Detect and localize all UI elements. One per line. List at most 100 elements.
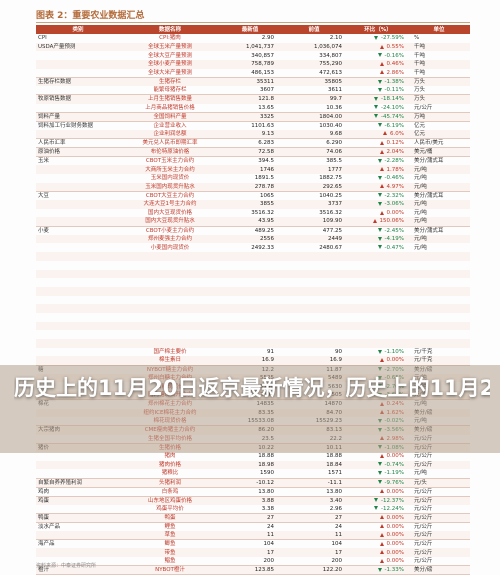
arrow-up-icon [379, 184, 384, 189]
table-row: 鸡肉 白条鸡 13.80 13.80 0.00% 元/公斤 [36, 486, 470, 496]
row-change-value: -0.16% [384, 52, 404, 59]
row-previous-value: 472,613 [319, 69, 342, 76]
row-previous-value: 1882.75 [319, 175, 342, 182]
row-unit: 元/公斤 [414, 104, 433, 111]
table-row: 全球大豆产量预测 340,857 334,807 -0.16% 千吨 [36, 51, 470, 60]
row-latest-value: 3.38 [261, 505, 274, 512]
row-change [348, 278, 408, 287]
row-change-value: -0.47% [384, 244, 404, 251]
table-row: 橙汁 NYBOT橙汁 123.85 122.20 -1.33% 美分/磅 [36, 565, 470, 575]
row-unit: 元/公斤 [408, 486, 470, 496]
row-latest-value [220, 330, 280, 339]
row-category [36, 330, 120, 339]
row-indicator: 猪肉价格 [120, 460, 220, 470]
row-latest-value: 1746 [220, 165, 280, 174]
arrow-up-icon [379, 149, 384, 154]
row-change [348, 252, 408, 261]
row-change-value: 0.00% [386, 541, 404, 548]
row-latest-value: 6.283 [220, 138, 280, 148]
row-latest-value: 278.78 [220, 182, 280, 192]
row-category: 鸭蛋 [36, 512, 120, 523]
row-unit [408, 330, 470, 339]
row-change-value: 0.00% [386, 453, 404, 460]
table-row: 牧原销售数据 上月生猪销售数量 121.8 99.7 -18.14% 万头 [36, 94, 470, 104]
row-change-value: -0.74% [384, 461, 404, 468]
row-previous-value: 292.65 [280, 182, 348, 192]
row-indicator: 棉生素日 [120, 356, 220, 366]
document-title: 图表 2：重要农业数据汇总 [36, 11, 145, 21]
row-previous-value: 17 [280, 548, 348, 558]
row-category [36, 296, 120, 305]
row-previous-value: 109.90 [280, 217, 348, 227]
arrow-down-icon [377, 158, 382, 163]
row-change-value: 0.00% [386, 549, 404, 556]
arrow-up-icon [379, 61, 384, 66]
row-previous-value: 3.40 [280, 495, 348, 505]
row-latest-value: 340,857 [251, 52, 274, 59]
row-indicator: 大连大豆1号主力合约 [120, 200, 220, 209]
row-previous-value [280, 286, 348, 296]
row-change [348, 321, 408, 331]
row-indicator: 山东地区鸡蛋价格 [120, 495, 220, 505]
table-row [36, 313, 470, 322]
row-indicator: 鲳鱼 [164, 558, 176, 565]
arrow-up-icon [379, 44, 384, 49]
row-unit [408, 278, 470, 287]
row-change-value: -2.28% [384, 158, 404, 165]
row-indicator: 鸡蛋平均价 [156, 505, 184, 512]
row-change-value: 1.78% [386, 166, 404, 173]
row-category [36, 209, 120, 218]
row-unit [408, 304, 470, 313]
row-unit: 美分/蒲式耳 [408, 225, 470, 235]
row-previous-value: 1030.40 [280, 120, 348, 130]
arrow-up-icon [379, 550, 384, 555]
row-category [36, 129, 120, 139]
row-latest-value: 123.85 [220, 565, 280, 575]
row-category [36, 548, 120, 558]
row-category [36, 51, 120, 60]
row-latest-value [220, 321, 280, 331]
row-latest-value: 2556 [220, 234, 280, 244]
row-previous-value [280, 296, 348, 305]
arrow-down-icon [377, 462, 382, 467]
row-unit: 美元/桶 [408, 147, 470, 157]
row-latest-value: 43.95 [220, 217, 280, 227]
row-change-value: 4.97% [386, 183, 404, 190]
row-previous-value: 11 [280, 531, 348, 540]
row-unit: 元/吨 [408, 200, 470, 209]
table-row: 玉米国内现货价 1891.5 1882.75 -0.46% 元/吨 [36, 174, 470, 183]
table-row: 猪肉价格 18.98 18.84 -0.74% 元/公斤 [36, 460, 470, 470]
row-previous-value: 2.96 [329, 505, 342, 512]
arrow-down-icon [374, 35, 379, 40]
row-category [36, 531, 120, 540]
row-latest-value: 3516.32 [251, 210, 274, 217]
row-latest-value: 1065 [220, 190, 280, 200]
arrow-up-icon [379, 357, 384, 362]
row-latest-value [220, 296, 280, 305]
arrow-down-icon [374, 498, 379, 503]
row-previous-value: 35805 [280, 76, 348, 87]
row-change-value: -18.14% [381, 96, 404, 103]
arrow-down-icon [377, 349, 382, 354]
table-row: 饲料产量 全国饲料产量 3325 1804.00 -45.74% 万吨 [36, 111, 470, 122]
title-overlay-band [0, 365, 500, 453]
row-unit: 元/吨 [414, 470, 427, 477]
row-previous-value: 18.88 [326, 453, 342, 460]
table-row: 玉米 CBOT玉米主力合约 394.5 385.5 -2.28% 美分/蒲式耳 [36, 156, 470, 166]
row-change: 0.00% [348, 548, 408, 558]
row-indicator: 猪肉 [164, 453, 176, 460]
table-row: 国产棉主要价 91 90 -1.10% 元/千克 [36, 348, 470, 357]
row-change: 0.00% [348, 452, 408, 461]
row-category: 大豆 [36, 190, 120, 200]
row-unit: 美分/磅 [408, 565, 470, 575]
row-latest-value [220, 252, 280, 261]
row-category [36, 452, 120, 461]
row-previous-value: 13.80 [280, 486, 348, 496]
row-indicator: NYBOT橙汁 [120, 565, 220, 575]
row-change: -1.19% [348, 469, 408, 478]
row-category: 饲料产量 [36, 111, 120, 122]
row-change-value: -6.19% [384, 122, 404, 129]
row-indicator: 郑州麦强主力合约 [120, 234, 220, 244]
row-change-value: -1.19% [384, 470, 404, 477]
row-change: 0.00% [348, 512, 408, 523]
